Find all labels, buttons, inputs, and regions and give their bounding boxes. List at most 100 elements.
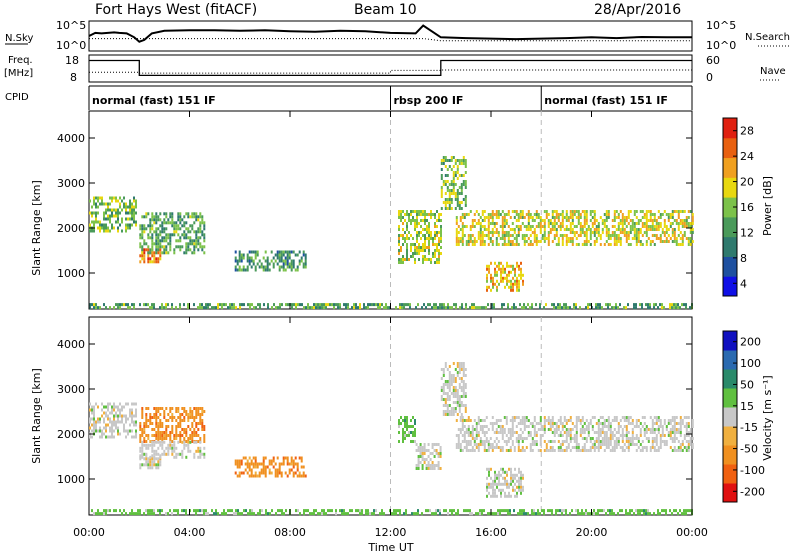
- nsky-tick-top-right: 10^5: [706, 19, 736, 32]
- power-colorbar-tick-label-4: 12: [740, 226, 754, 239]
- x-tick-label-3: 12:00: [375, 526, 407, 539]
- velocity-colorbar-tick-label-3: 15: [740, 400, 754, 413]
- power-colorbar-swatch-7: [723, 137, 737, 159]
- velocity-colorbar-tick-label-6: -100: [740, 464, 765, 477]
- scatter-region-2: [139, 212, 206, 255]
- scatter-region-7: [486, 261, 524, 292]
- ytick-label-1: 2000: [57, 222, 85, 235]
- nsky-tick-bottom: 10^0: [56, 39, 86, 52]
- power-colorbar-swatch-3: [723, 216, 737, 238]
- power-colorbar-swatch-2: [723, 236, 737, 257]
- power-colorbar-tick-label-0: 28: [740, 125, 754, 138]
- nave-tick-bottom: 0: [706, 71, 713, 84]
- velocity-heatmap: [89, 317, 694, 516]
- power-colorbar-label: Power [dB]: [761, 176, 774, 236]
- velocity-colorbar-tick-label-4: -15: [740, 421, 758, 434]
- power-colorbar-swatch-1: [723, 256, 737, 277]
- power-ylabel: Slant Range [km]: [30, 180, 43, 276]
- velocity-colorbar-label: Velocity [m s⁻¹]: [761, 375, 774, 460]
- x-axis-label: Time UT: [367, 541, 413, 554]
- velocity-colorbar-swatch-8: [723, 331, 737, 351]
- scatter-region-6: [415, 443, 442, 470]
- cpid-label: CPID: [5, 92, 29, 103]
- velocity-colorbar-tick-label-5: -50: [740, 443, 758, 456]
- scatter-region-2: [139, 407, 206, 443]
- ytick-label-3: 4000: [57, 338, 85, 351]
- velocity-ylabel: Slant Range [km]: [30, 368, 43, 464]
- cpid-segment-label-2: normal (fast) 151 IF: [544, 94, 668, 107]
- ytick-label-2: 3000: [57, 177, 85, 190]
- power-colorbar: 28 24 20 16 12 8 4: [722, 117, 754, 297]
- nsearch-label: N.Search: [745, 32, 790, 43]
- scatter-region-0: [89, 402, 137, 439]
- freq-unit: [MHz]: [4, 68, 33, 79]
- velocity-colorbar-tick-label-2: 50: [740, 378, 754, 391]
- scatter-region-10: [91, 509, 693, 516]
- scatter-region-5: [440, 156, 467, 210]
- nave-tick-top: 60: [706, 54, 720, 67]
- power-colorbar-tick-label-2: 20: [740, 176, 754, 189]
- power-colorbar-swatch-8: [723, 118, 737, 139]
- ytick-label-1: 2000: [57, 428, 85, 441]
- ytick-label-2: 3000: [57, 383, 85, 396]
- beam-label: Beam 10: [354, 2, 417, 18]
- scatter-region-0: [89, 196, 137, 233]
- cpid-row: normal (fast) 151 IF rbsp 200 IF normal (f…: [88, 86, 693, 110]
- velocity-colorbar-swatch-3: [723, 426, 737, 446]
- cpid-segment-label-0: normal (fast) 151 IF: [92, 94, 216, 107]
- x-tick-label-4: 16:00: [475, 526, 507, 539]
- velocity-colorbar-tick-label-0: 200: [740, 336, 761, 349]
- chart-title: Fort Hays West (fitACF): [95, 2, 257, 18]
- nsky-tick-top: 10^5: [56, 19, 86, 32]
- power-colorbar-swatch-4: [723, 197, 737, 218]
- power-colorbar-swatch-5: [723, 177, 737, 198]
- velocity-colorbar-swatch-0: [723, 483, 737, 503]
- nsky-panel-frame: [88, 20, 693, 52]
- velocity-colorbar-frame: [722, 330, 738, 503]
- power-colorbar-tick-label-1: 24: [740, 150, 754, 163]
- ytick-label-0: 1000: [57, 267, 85, 280]
- freq-label: Freq.: [8, 55, 33, 66]
- velocity-colorbar-swatch-6: [723, 369, 737, 389]
- velocity-colorbar-tick-label-7: -200: [740, 485, 765, 498]
- freq-series: [89, 59, 692, 77]
- freq-lines: [89, 59, 692, 77]
- x-tick-label-5: 20:00: [576, 526, 608, 539]
- power-heatmap: [89, 111, 694, 310]
- velocity-colorbar-swatch-7: [723, 350, 737, 370]
- nsky-series-1: [89, 38, 692, 42]
- nsky-tick-bottom-right: 10^0: [706, 39, 736, 52]
- nsky-lines: [88, 24, 692, 43]
- x-tick-label-2: 08:00: [274, 526, 306, 539]
- velocity-axes: 1000 2000 3000 4000: [57, 317, 693, 515]
- power-axes: 1000 2000 3000 4000: [57, 111, 693, 309]
- velocity-colorbar-tick-label-1: 100: [740, 357, 761, 370]
- scatter-region-7: [440, 362, 467, 416]
- scatter-region-9: [486, 467, 524, 498]
- power-colorbar-tick-label-6: 4: [740, 277, 747, 290]
- scatter-region-3: [234, 250, 307, 272]
- power-colorbar-tick-label-3: 16: [740, 201, 754, 214]
- velocity-colorbar: 200 100 50 15 -15 -50 -100 -200: [722, 330, 765, 503]
- date-label: 28/Apr/2016: [594, 2, 681, 18]
- velocity-colorbar-swatch-1: [723, 464, 737, 484]
- power-colorbar-swatch-0: [723, 276, 737, 297]
- freq-tick-top: 18: [65, 54, 79, 67]
- velocity-colorbar-swatch-5: [723, 388, 737, 408]
- x-tick-label-1: 04:00: [174, 526, 206, 539]
- cpid-segment-label-1: rbsp 200 IF: [394, 94, 464, 107]
- velocity-colorbar-swatch-2: [723, 445, 737, 465]
- scatter-region-5: [398, 416, 416, 443]
- power-colorbar-tick-label-5: 8: [740, 252, 747, 265]
- x-tick-label-0: 00:00: [73, 526, 105, 539]
- x-tick-labels: 00:00 04:00 08:00 12:00 16:00 20:00 00:00: [73, 526, 708, 539]
- nave-label: Nave: [760, 66, 786, 77]
- nave-series: [89, 69, 692, 74]
- velocity-colorbar-swatch-4: [723, 407, 737, 427]
- nsky-label: N.Sky: [5, 33, 33, 44]
- x-tick-label-6: 00:00: [676, 526, 708, 539]
- scatter-region-8: [455, 416, 694, 452]
- ytick-label-0: 1000: [57, 473, 85, 486]
- scatter-region-3: [139, 440, 206, 459]
